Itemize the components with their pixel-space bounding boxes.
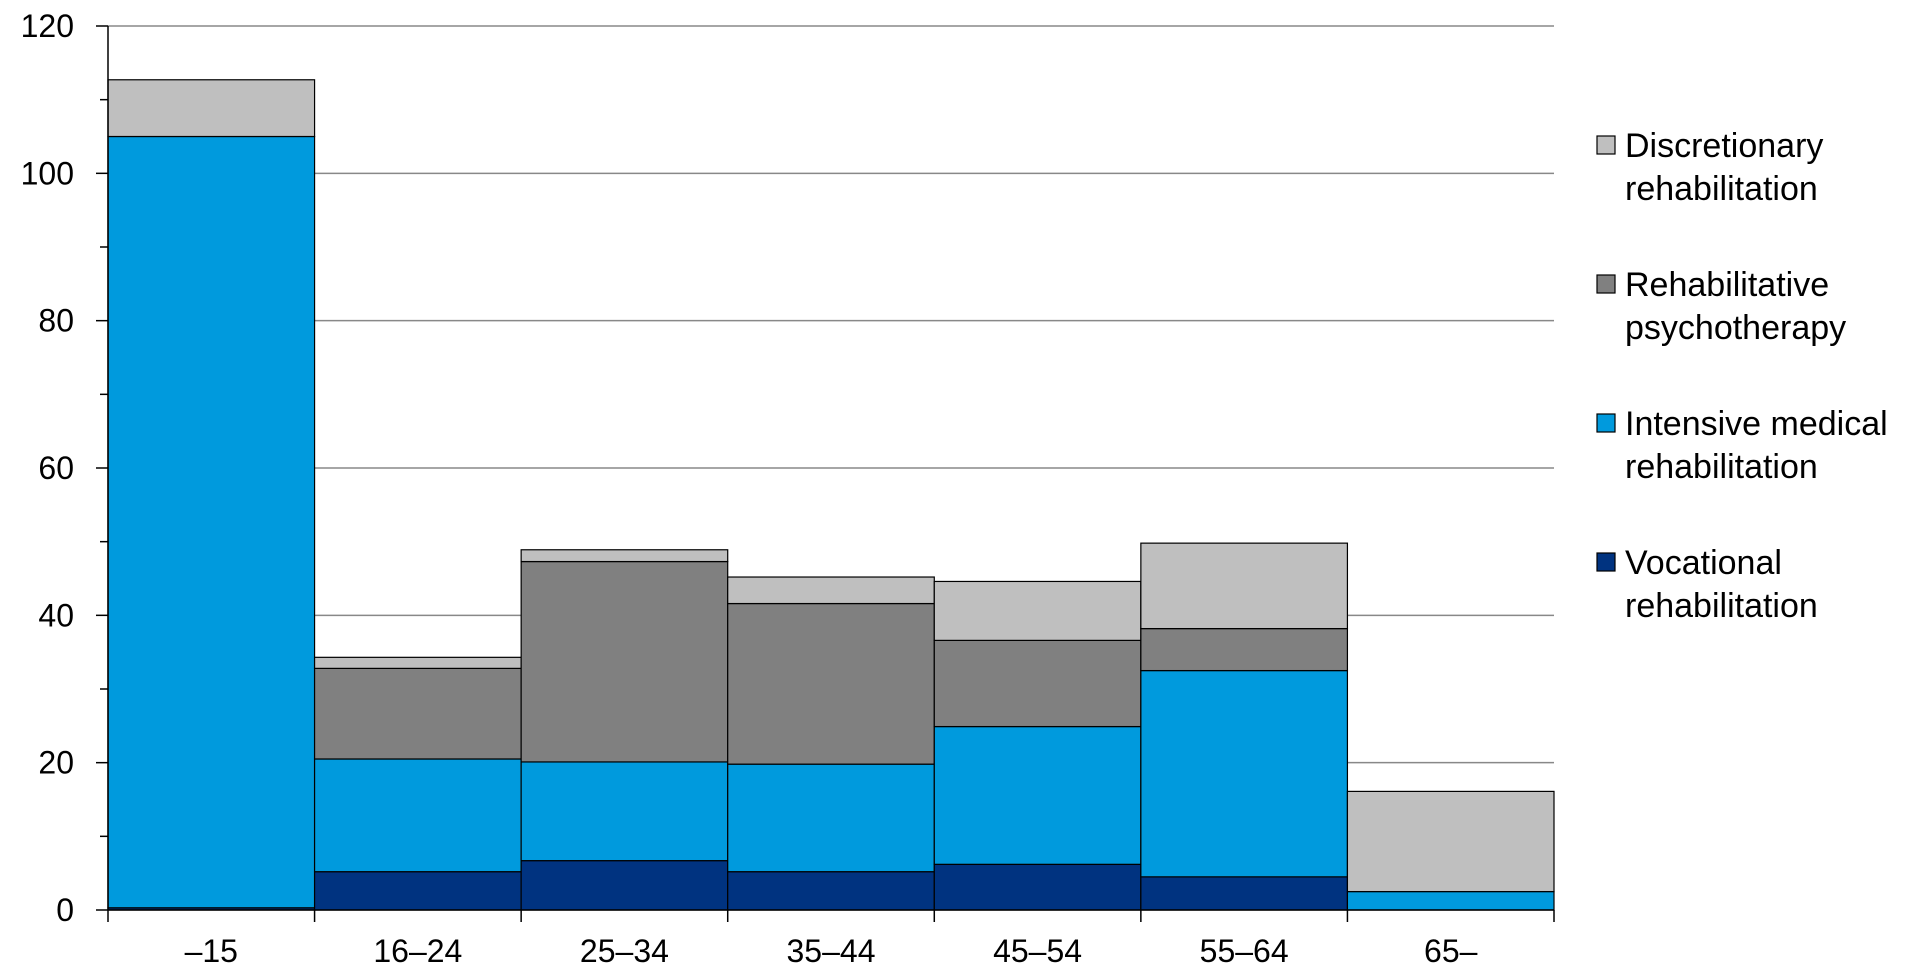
bar-segment-4-0 bbox=[933, 863, 1142, 911]
x-tick-label-0: –15 bbox=[185, 933, 238, 965]
bar-segment-6-1 bbox=[1346, 890, 1555, 911]
x-tick-label-2: 25–34 bbox=[580, 933, 669, 965]
bar-segment-3-0 bbox=[727, 871, 935, 911]
legend-swatch-2 bbox=[1596, 413, 1616, 433]
y-tick-label-1: 20 bbox=[38, 745, 74, 781]
bar-segment-6-3 bbox=[1346, 790, 1555, 893]
legend-swatch-3 bbox=[1596, 552, 1616, 572]
x-tick-label-5: 55–64 bbox=[1200, 933, 1289, 965]
bar-segment-4-2 bbox=[933, 639, 1142, 728]
legend-swatch-0 bbox=[1596, 135, 1616, 155]
bar-segment-1-0 bbox=[313, 871, 522, 911]
bar-segment-5-1 bbox=[1140, 669, 1349, 878]
bar-segment-0-1 bbox=[107, 135, 316, 909]
y-tick-label-0: 0 bbox=[56, 892, 74, 928]
bar-segment-5-3 bbox=[1140, 542, 1349, 630]
legend-label-0: Discretionary rehabilitation bbox=[1625, 127, 1823, 208]
x-tick-label-4: 45–54 bbox=[993, 933, 1082, 965]
bar-segment-3-3 bbox=[727, 576, 935, 605]
legend: Discretionary rehabilitation Rehabilitativ… bbox=[1596, 127, 1888, 625]
bar-segment-5-2 bbox=[1140, 627, 1349, 672]
bar-segment-0-3 bbox=[107, 79, 316, 138]
bar-segment-2-2 bbox=[520, 560, 729, 763]
bar-segment-2-3 bbox=[520, 549, 729, 563]
bar-segment-4-3 bbox=[933, 580, 1142, 641]
bar-segment-5-0 bbox=[1140, 876, 1349, 911]
bar-segment-1-3 bbox=[313, 656, 522, 669]
bar-segment-3-2 bbox=[727, 602, 935, 765]
bar-segment-3-1 bbox=[727, 763, 935, 873]
x-tick-label-1: 16–24 bbox=[373, 933, 462, 965]
y-tick-label-2: 40 bbox=[38, 597, 74, 633]
y-tick-label-6: 120 bbox=[21, 8, 74, 44]
y-tick-label-4: 80 bbox=[38, 303, 74, 339]
bar-segment-2-0 bbox=[520, 860, 729, 911]
bar-segment-4-1 bbox=[933, 725, 1142, 865]
bar-segment-2-1 bbox=[520, 761, 729, 862]
x-tick-labels: –15 16–24 25–34 35–44 45–54 55–64 65– bbox=[185, 933, 1478, 965]
bar-segment-1-2 bbox=[313, 667, 522, 760]
y-tick-label-5: 100 bbox=[21, 155, 74, 191]
legend-label-1: Rehabilitative psychotherapy bbox=[1625, 266, 1846, 347]
x-tick-label-6: 65– bbox=[1424, 933, 1478, 965]
y-tick-label-3: 60 bbox=[38, 450, 74, 486]
x-tick-label-3: 35–44 bbox=[787, 933, 876, 965]
y-tick-labels: 0 20 40 60 80 100 120 bbox=[21, 8, 74, 928]
bar-segment-1-1 bbox=[313, 758, 522, 873]
axes bbox=[96, 25, 1555, 922]
legend-label-2: Intensive medical rehabilitation bbox=[1625, 405, 1888, 486]
legend-label-3: Vocational rehabilitation bbox=[1625, 544, 1818, 625]
bars bbox=[107, 79, 1555, 911]
legend-swatch-1 bbox=[1596, 274, 1616, 294]
